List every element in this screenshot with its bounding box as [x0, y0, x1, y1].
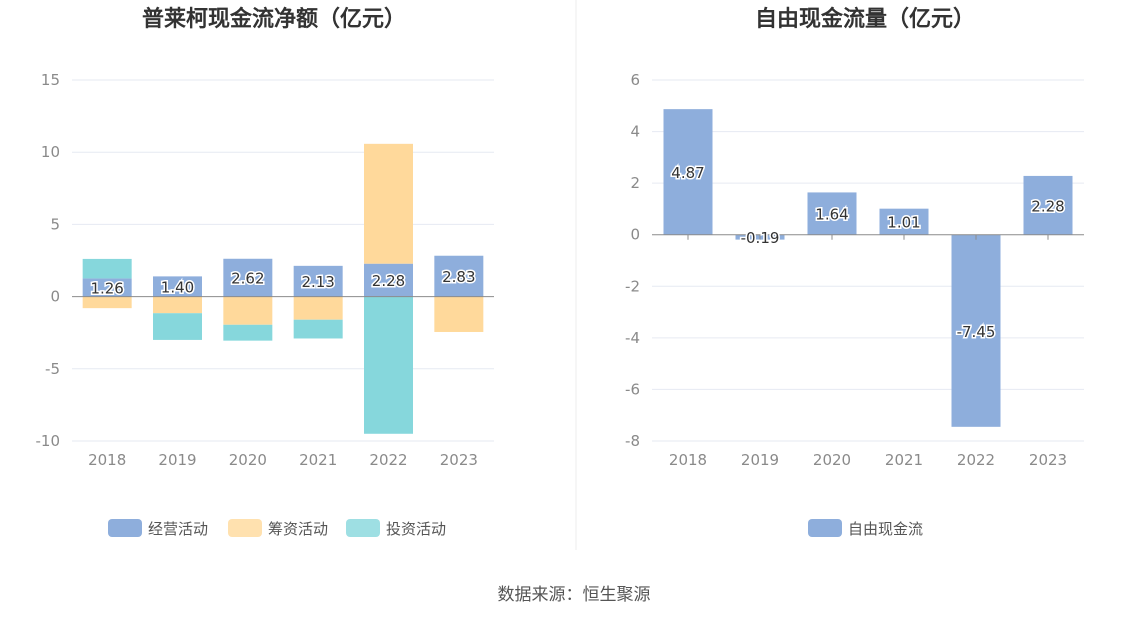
x-tick-label: 2019: [741, 451, 779, 469]
x-tick-label: 2022: [369, 451, 407, 469]
bar-free-cash-flow: [879, 208, 929, 235]
data-label: 2.28: [1031, 197, 1064, 215]
legend-swatch: [108, 519, 142, 537]
y-tick-label: 2: [630, 174, 640, 192]
y-tick-label: -4: [625, 329, 640, 347]
bar-investing: [223, 324, 273, 341]
data-label: 2.13: [301, 273, 334, 291]
bar-financing: [293, 296, 343, 320]
x-tick-label: 2019: [158, 451, 196, 469]
bar-free-cash-flow: [1023, 175, 1073, 235]
legend-swatch: [346, 519, 380, 537]
chart-area: 普莱柯现金流净额（亿元） 15 10 5 0 -5 -10 1.26 1.40 2.62 2.13 2…: [36, 0, 1084, 550]
data-label: 1.40: [161, 278, 194, 296]
data-label: 1.26: [90, 280, 123, 298]
data-label: 1.64: [815, 206, 848, 224]
bar-operating: [434, 255, 484, 297]
bar-operating: [364, 263, 413, 297]
bar-operating: [223, 258, 273, 297]
cashflow-net-chart: 普莱柯现金流净额（亿元） 15 10 5 0 -5 -10 1.26 1.40 2.62 2.13 2…: [36, 6, 494, 538]
bar-investing: [364, 296, 413, 434]
bar-financing: [364, 143, 413, 264]
x-tick-label: 2023: [440, 451, 478, 469]
x-tick-label: 2022: [957, 451, 995, 469]
y-tick-label: -8: [625, 432, 640, 450]
data-label: 1.01: [887, 214, 920, 232]
legend-label: 投资活动: [386, 520, 446, 538]
data-label: -0.19: [741, 229, 780, 247]
y-tick-label: 5: [50, 215, 60, 233]
data-source: 数据来源：恒生聚源: [497, 585, 651, 605]
data-label: -7.45: [957, 323, 996, 341]
chart-title: 自由现金流量（亿元）: [755, 6, 975, 32]
bar-investing: [153, 313, 202, 340]
y-tick-label: 6: [630, 71, 640, 89]
x-tick-label: 2021: [299, 451, 337, 469]
x-tick-label: 2018: [669, 451, 707, 469]
x-tick-label: 2023: [1029, 451, 1067, 469]
bar-financing: [223, 296, 273, 325]
y-tick-label: 0: [50, 288, 60, 306]
y-tick-label: 4: [630, 123, 640, 141]
y-tick-label: 0: [630, 226, 640, 244]
bar-financing: [153, 296, 202, 314]
x-tick-label: 2020: [229, 451, 267, 469]
legend-label: 筹资活动: [268, 520, 328, 538]
y-tick-label: -5: [45, 360, 60, 378]
y-tick-label: -10: [36, 432, 61, 450]
x-tick-label: 2018: [88, 451, 126, 469]
y-tick-label: 10: [41, 143, 60, 161]
x-tick-label: 2021: [885, 451, 923, 469]
bar-operating: [153, 276, 202, 297]
bar-investing: [293, 319, 343, 339]
bar-investing: [82, 258, 132, 279]
bar-financing: [434, 296, 484, 332]
data-label: 2.62: [231, 270, 264, 288]
bar-free-cash-flow: [951, 234, 1001, 427]
y-tick-label: 15: [41, 71, 60, 89]
bar-operating: [82, 278, 132, 297]
bar-free-cash-flow: [663, 109, 713, 235]
data-label: 2.83: [442, 268, 475, 286]
x-tick-label: 2020: [813, 451, 851, 469]
legend-swatch: [228, 519, 262, 537]
data-label: 2.28: [372, 272, 405, 290]
bar-operating: [293, 265, 343, 297]
y-tick-label: -6: [625, 380, 640, 398]
y-tick-label: -2: [625, 277, 640, 295]
bar-free-cash-flow: [807, 192, 857, 235]
legend-swatch: [808, 519, 842, 537]
legend-label: 自由现金流: [848, 520, 923, 538]
data-label: 4.87: [671, 164, 704, 182]
chart-title: 普莱柯现金流净额（亿元）: [142, 6, 406, 32]
legend-label: 经营活动: [148, 520, 208, 538]
bar-financing: [82, 296, 132, 309]
free-cashflow-chart: 自由现金流量（亿元） 6 4 2 0 -2 -4 -6 -8 4.87 -0.19 1.64 1.01 -…: [625, 6, 1084, 538]
